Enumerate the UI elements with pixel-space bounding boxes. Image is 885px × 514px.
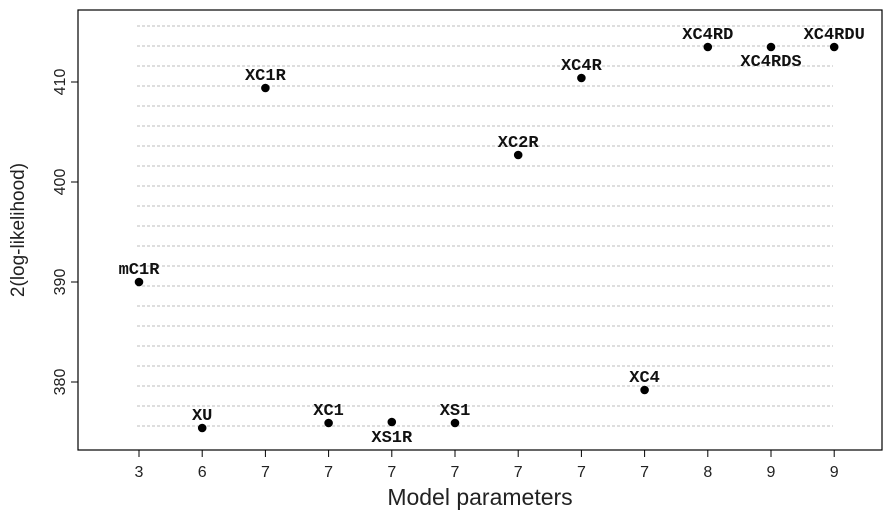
y-tick-label: 400 [52,169,69,196]
x-tick-label: 7 [261,464,270,481]
x-tick-label: 9 [767,464,776,481]
x-tick-label: 8 [703,464,712,481]
x-tick-label: 7 [451,464,460,481]
data-point [577,73,586,83]
data-point [513,150,523,160]
data-label: XC1 [313,402,344,421]
x-tick-label: 9 [830,464,839,481]
data-point [261,83,270,93]
data-label: XC4RDU [804,26,865,45]
plot-frame [77,9,883,451]
x-tick-label: 7 [640,464,649,481]
data-label: XC4RDS [740,53,801,72]
x-axis-title: Model parameters [387,484,572,510]
data-label: mC1R [119,261,161,280]
x-tick-label: 7 [514,464,523,481]
data-point [450,418,460,428]
data-point [324,418,333,428]
x-tick-label: 7 [387,464,396,481]
data-label: XC2R [498,134,540,153]
y-axis-title: 2(log-likelihood) [8,163,29,297]
data-label: XS1 [440,402,471,421]
data-label: XC4RD [682,26,733,45]
data-label: XC4 [629,369,660,388]
data-point [197,423,207,433]
x-tick-label: 6 [198,464,207,481]
data-label: XS1R [371,429,413,448]
data-point [134,277,144,287]
x-tick-label: 7 [577,464,586,481]
data-label: XC1R [245,67,287,86]
y-tick-label: 410 [52,69,69,96]
data-label: XU [192,407,212,426]
data-label: XC4R [561,57,603,76]
x-tick-label: 3 [135,464,144,481]
data-point [703,42,713,52]
data-points: mC1R XU XC1R XC1 XS1R XS1 XC2R XC4R XC4 XC4RD XC4R… [119,26,865,448]
x-tick-label: 7 [324,464,333,481]
data-point [766,42,776,52]
y-axis: 380 390 400 410 [52,69,78,396]
x-axis: 3 6 7 7 7 7 7 7 7 8 9 9 [135,450,839,481]
grid-lines [137,25,833,427]
data-point [387,417,397,427]
data-point [640,385,649,395]
y-tick-label: 390 [52,269,69,296]
y-tick-label: 380 [52,369,69,396]
data-point [829,42,839,52]
